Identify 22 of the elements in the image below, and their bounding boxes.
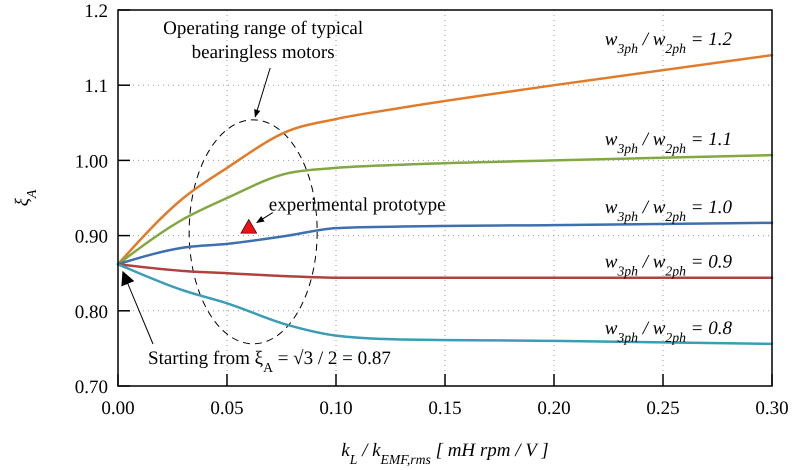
series-label: w$_{3ph}$ / w$_{2ph}$ = 0.9 bbox=[604, 252, 732, 278]
annotation: Operating range of typical bearingless motors bbox=[163, 18, 364, 63]
y-tick-label: 0.90 bbox=[74, 226, 108, 248]
x-tick-label: 0.00 bbox=[101, 398, 135, 419]
series-label: w$_{3ph}$ / w$_{2ph}$ = 1.1 bbox=[604, 129, 732, 156]
annotation: experimental prototype bbox=[268, 194, 446, 216]
y-tick-label: 1.1 bbox=[84, 76, 108, 98]
x-axis-title: k$_{L}$ / k$_{EMF,rms}$ [ mH rpm / V ] bbox=[341, 440, 549, 466]
x-tick-label: 0.05 bbox=[210, 398, 244, 419]
x-tick-label: 0.15 bbox=[428, 398, 462, 419]
annotation: Starting from ξ$_{A}$ = √3 / 2 = 0.87 bbox=[148, 348, 391, 374]
x-tick-label: 0.25 bbox=[646, 398, 680, 419]
series-label: w$_{3ph}$ / w$_{2ph}$ = 0.8 bbox=[604, 318, 732, 344]
y-tick-label: 1.2 bbox=[84, 1, 108, 22]
y-tick-label: 1.00 bbox=[74, 151, 108, 172]
y-tick-label: 0.80 bbox=[74, 302, 108, 323]
series-label: w$_{3ph}$ / w$_{2ph}$ = 1.2 bbox=[604, 29, 732, 56]
x-tick-label: 0.10 bbox=[319, 398, 353, 419]
x-tick-label: 0.30 bbox=[755, 398, 789, 419]
y-tick-label: 0.70 bbox=[74, 377, 108, 398]
series-label: w$_{3ph}$ / w$_{2ph}$ = 1.0 bbox=[604, 196, 732, 224]
x-tick-label: 0.20 bbox=[537, 398, 571, 419]
